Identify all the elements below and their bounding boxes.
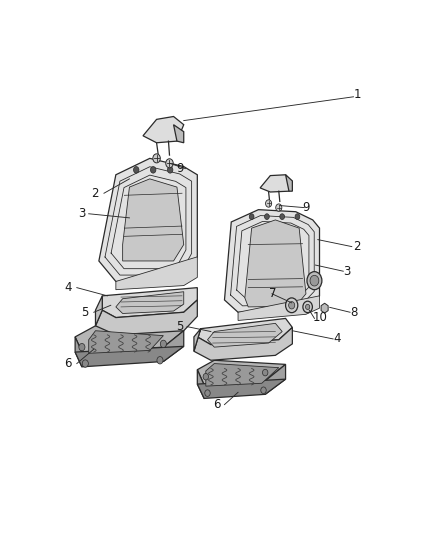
Polygon shape [116,292,184,313]
Text: 10: 10 [313,311,328,324]
Circle shape [153,154,160,163]
Polygon shape [194,329,201,351]
Circle shape [134,166,139,173]
Circle shape [166,159,173,168]
Polygon shape [197,360,286,385]
Text: 2: 2 [353,240,361,253]
Text: 6: 6 [64,357,72,370]
Circle shape [303,301,312,313]
Text: 4: 4 [333,333,341,345]
Circle shape [167,166,173,173]
Circle shape [205,390,210,397]
Polygon shape [75,337,82,367]
Polygon shape [75,326,184,352]
Polygon shape [116,257,197,290]
Polygon shape [197,370,204,399]
Polygon shape [245,220,306,307]
Text: 9: 9 [176,162,184,175]
Polygon shape [260,175,293,192]
Circle shape [265,200,272,207]
Circle shape [305,304,310,310]
Text: 4: 4 [64,281,72,294]
Polygon shape [208,324,282,347]
Text: 8: 8 [350,306,357,319]
Circle shape [276,204,282,211]
Circle shape [203,374,208,380]
Polygon shape [286,175,293,191]
Circle shape [261,387,266,393]
Polygon shape [75,346,184,367]
Text: 5: 5 [177,320,184,333]
Polygon shape [95,300,197,335]
Polygon shape [197,318,293,345]
Circle shape [157,357,163,364]
Polygon shape [194,327,293,360]
Text: 3: 3 [78,207,85,220]
Circle shape [265,214,269,220]
Text: 3: 3 [343,265,351,278]
Circle shape [289,302,295,309]
Circle shape [151,166,156,173]
Circle shape [295,214,300,220]
Polygon shape [123,179,184,261]
Polygon shape [197,379,286,399]
Polygon shape [88,330,163,353]
Text: 5: 5 [81,306,88,319]
Polygon shape [206,364,279,386]
Text: 1: 1 [353,88,361,101]
Polygon shape [224,209,320,312]
Text: 9: 9 [303,201,310,214]
Text: 2: 2 [92,187,99,200]
Circle shape [82,360,88,367]
Text: 6: 6 [214,398,221,411]
Circle shape [262,369,268,376]
Polygon shape [102,288,197,318]
Circle shape [286,298,298,313]
Polygon shape [143,117,184,143]
Circle shape [249,214,254,220]
Polygon shape [163,330,184,361]
Polygon shape [238,296,320,320]
Text: 7: 7 [268,287,276,300]
Circle shape [79,343,85,351]
Polygon shape [265,365,286,394]
Polygon shape [173,125,184,143]
Circle shape [307,272,322,290]
Circle shape [310,276,319,286]
Polygon shape [95,296,102,326]
Circle shape [160,340,166,348]
Circle shape [280,214,285,220]
Polygon shape [99,158,197,281]
